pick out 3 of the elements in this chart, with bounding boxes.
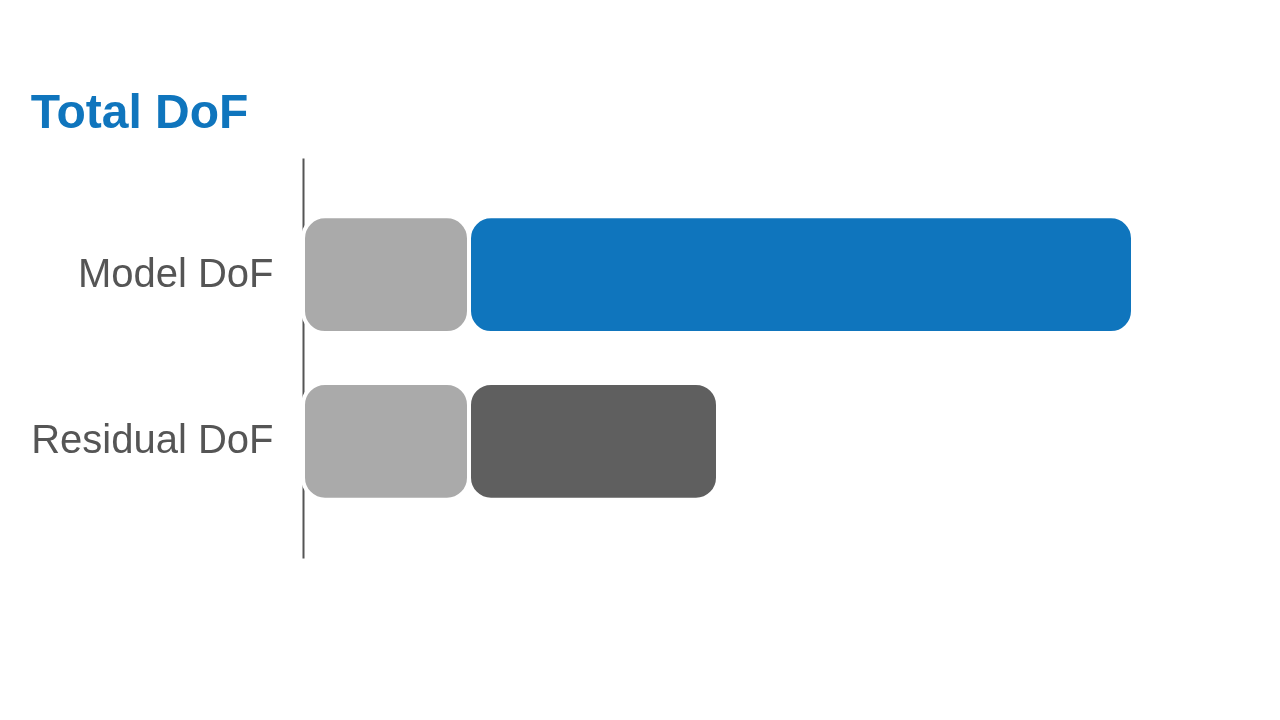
y-tick-label: Residual DoF — [31, 417, 274, 462]
chart-title: Total DoF — [30, 85, 249, 138]
y-tick-label: Model DoF — [77, 250, 274, 295]
